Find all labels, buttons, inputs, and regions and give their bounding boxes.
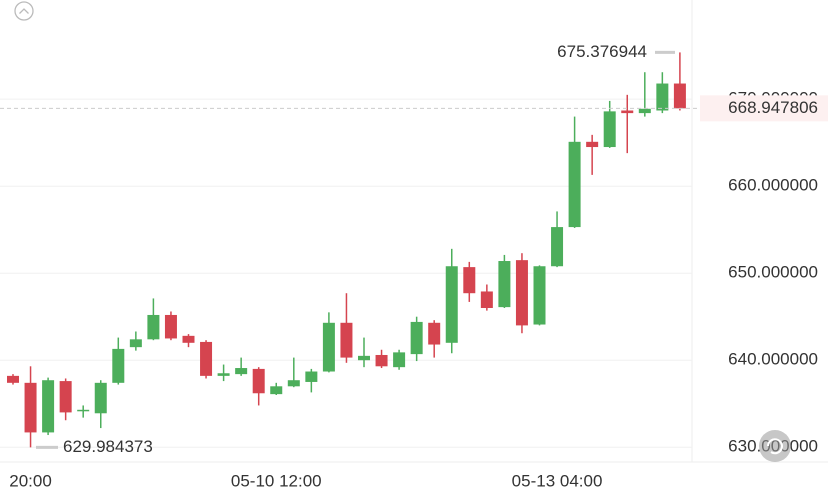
candle-body — [568, 141, 581, 228]
candle-body — [235, 368, 248, 375]
candle-body — [410, 321, 423, 355]
candle-body — [428, 322, 441, 345]
x-tick-label: 05-10 12:00 — [231, 471, 322, 490]
candle-body — [673, 83, 686, 109]
candle-body — [322, 322, 335, 372]
candle-body — [270, 386, 283, 395]
last-price-label: 668.947806 — [728, 98, 818, 117]
candle-body — [129, 339, 142, 348]
candle-body — [217, 373, 230, 376]
candle-body — [200, 341, 213, 376]
plot-area: 630.000000640.000000650.000000660.000000… — [0, 42, 828, 490]
y-tick-label: 660.000000 — [728, 176, 818, 195]
candle-body — [42, 380, 55, 433]
candle-body — [340, 322, 353, 358]
candle-body — [77, 409, 90, 412]
candle-body — [463, 267, 476, 294]
candle-body — [393, 352, 406, 368]
candle-body — [287, 380, 300, 387]
candle-body — [94, 382, 107, 414]
candle-body — [533, 266, 546, 325]
last-price-box — [700, 95, 828, 122]
candle-body — [621, 110, 634, 114]
y-tick-label: 650.000000 — [728, 263, 818, 282]
low-marker-label: 629.984373 — [63, 437, 153, 456]
high-marker-label: 675.376944 — [557, 42, 647, 61]
candle-body — [24, 382, 37, 433]
candle-body — [480, 291, 493, 308]
reset-button[interactable] — [759, 430, 791, 462]
candle-body — [603, 111, 616, 148]
y-tick-label: 640.000000 — [728, 350, 818, 369]
candle-body — [59, 381, 72, 413]
candle-body — [638, 108, 651, 114]
candle-body — [305, 371, 318, 382]
candle-body — [586, 141, 599, 148]
candle-body — [515, 260, 528, 326]
candle-body — [164, 314, 177, 339]
candle-body — [7, 375, 19, 383]
candle-body — [375, 354, 388, 367]
collapse-button[interactable] — [14, 1, 34, 21]
candle-body — [112, 348, 125, 383]
x-tick-label: 20:00 — [9, 471, 52, 490]
candle-body — [147, 314, 160, 340]
candle-body — [656, 83, 669, 111]
candle-body — [551, 227, 564, 267]
candle-body — [252, 368, 265, 394]
candle-body — [498, 261, 511, 308]
candle-body — [445, 266, 458, 343]
candle-body — [358, 355, 370, 361]
candle-body — [182, 335, 195, 343]
x-tick-label: 05-13 04:00 — [512, 471, 603, 490]
